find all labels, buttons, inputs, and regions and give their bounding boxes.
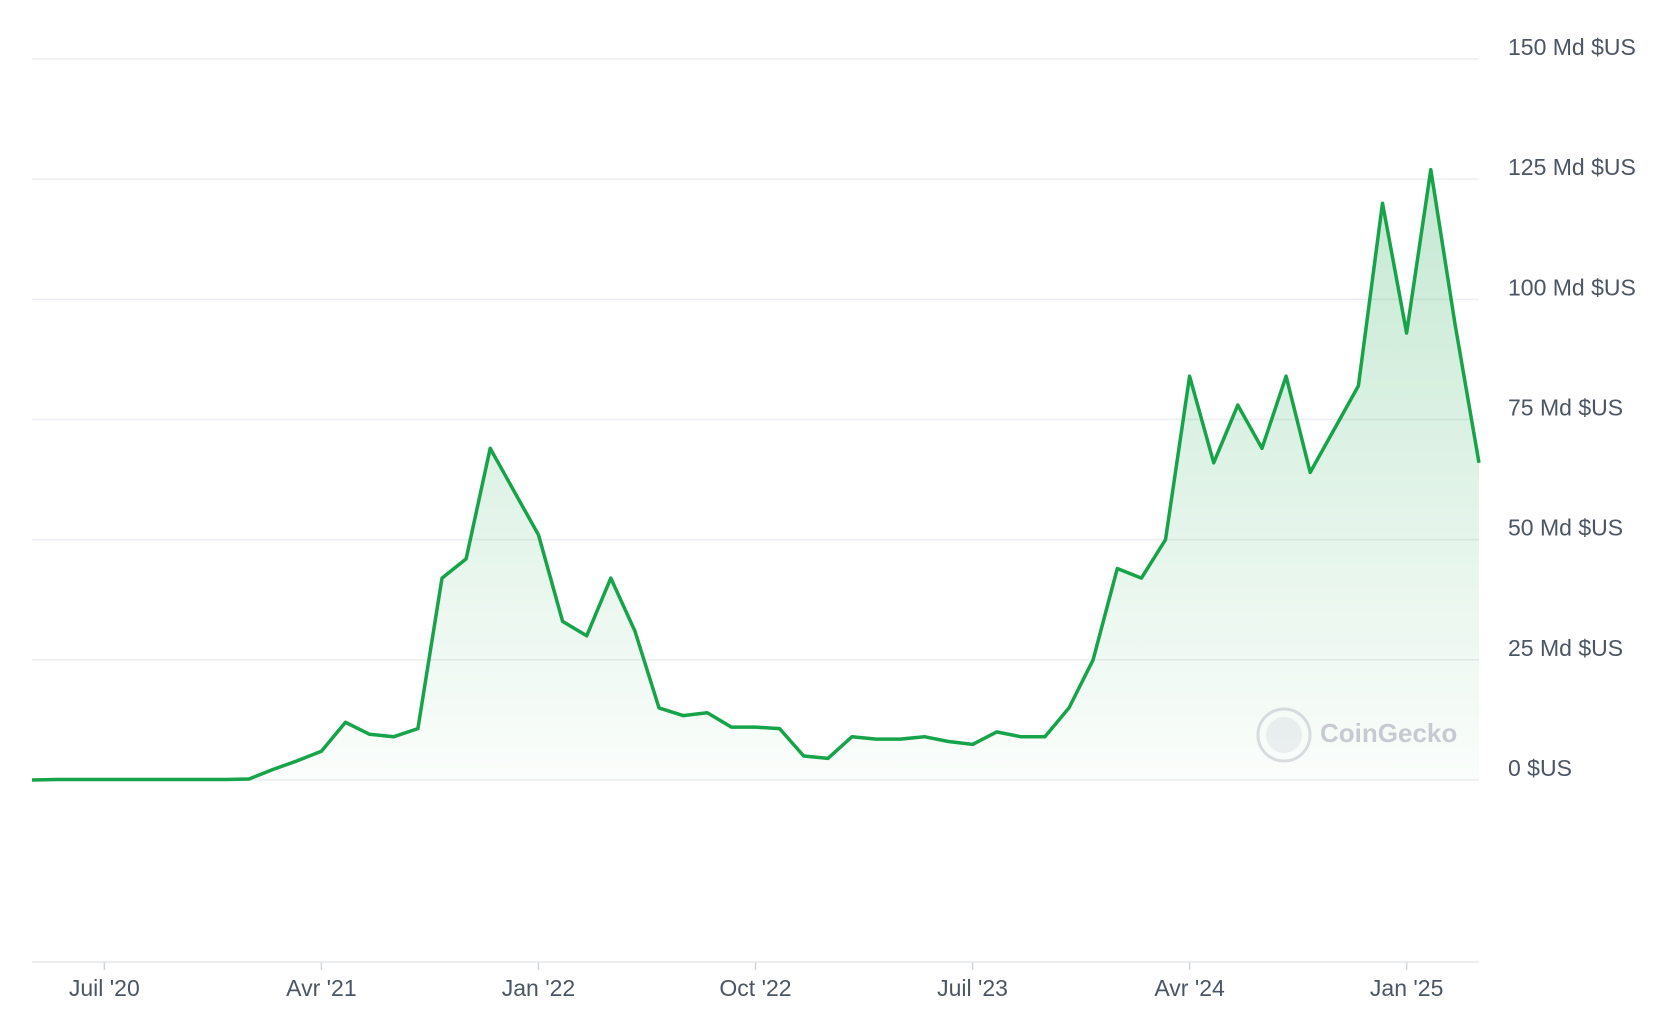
watermark-logo [1256, 707, 1312, 763]
x-tick-label: Avr '21 [286, 975, 356, 1001]
x-tick-label: Avr '24 [1154, 975, 1225, 1001]
x-tick-label: Juil '20 [69, 975, 140, 1001]
y-tick-label: 25 Md $US [1508, 635, 1623, 661]
y-tick-label: 0 $US [1508, 755, 1572, 781]
y-tick-label: 100 Md $US [1508, 274, 1636, 300]
x-tick-label: Jan '22 [502, 975, 575, 1001]
y-tick-label: 50 Md $US [1508, 515, 1623, 541]
y-tick-label: 150 Md $US [1508, 34, 1636, 60]
y-tick-label: 75 Md $US [1508, 395, 1623, 421]
y-tick-label: 125 Md $US [1508, 154, 1636, 180]
x-tick-label: Juil '23 [937, 975, 1008, 1001]
x-tick-label: Oct '22 [719, 975, 791, 1001]
line [31, 167, 1481, 782]
watermark: CoinGecko [1320, 718, 1457, 748]
area [32, 169, 1479, 781]
x-tick-label: Jan '25 [1370, 975, 1443, 1001]
